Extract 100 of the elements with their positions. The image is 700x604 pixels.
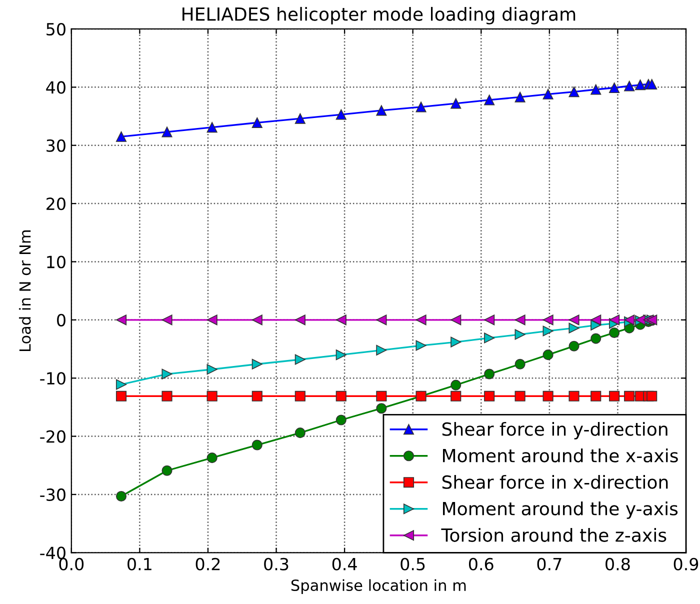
point bbox=[568, 322, 580, 334]
legend-label: Shear force in y-direction bbox=[442, 422, 668, 440]
point bbox=[568, 86, 580, 98]
x-tick-label: 0.9 bbox=[674, 558, 698, 570]
point bbox=[252, 390, 262, 402]
point bbox=[484, 390, 495, 402]
point bbox=[206, 364, 218, 375]
point bbox=[542, 314, 554, 326]
point bbox=[294, 314, 306, 326]
point bbox=[252, 358, 262, 370]
point bbox=[568, 390, 580, 402]
point bbox=[609, 82, 620, 94]
point bbox=[116, 390, 127, 402]
point bbox=[450, 336, 462, 348]
legend-label: Moment around the y-axis bbox=[443, 501, 678, 519]
point bbox=[206, 452, 218, 464]
point bbox=[294, 390, 306, 402]
x-tick-label: 0.3 bbox=[264, 558, 288, 570]
point bbox=[590, 390, 602, 402]
point bbox=[542, 350, 554, 360]
point bbox=[294, 354, 306, 365]
point bbox=[416, 102, 426, 112]
point bbox=[450, 390, 462, 402]
point bbox=[294, 428, 306, 438]
legend-label: Shear force in x-direction bbox=[442, 474, 668, 489]
point bbox=[590, 320, 602, 330]
point bbox=[376, 314, 387, 326]
point bbox=[206, 390, 218, 402]
y-tick-label: 0 bbox=[57, 314, 66, 326]
point bbox=[162, 390, 172, 402]
point bbox=[206, 314, 218, 326]
x-tick-label: 0.5 bbox=[400, 558, 425, 570]
point bbox=[376, 344, 387, 356]
point bbox=[336, 390, 346, 402]
point bbox=[450, 380, 462, 390]
point bbox=[162, 368, 172, 380]
point bbox=[542, 88, 554, 100]
y-tick-label: -10 bbox=[40, 372, 66, 385]
legend-label: Torsion around the z-axis bbox=[441, 528, 666, 542]
point bbox=[514, 314, 526, 326]
point bbox=[590, 314, 602, 326]
x-tick-label: 0.0 bbox=[59, 558, 84, 570]
point bbox=[484, 368, 495, 380]
point bbox=[624, 390, 635, 402]
point bbox=[514, 390, 526, 402]
point bbox=[336, 414, 346, 426]
point bbox=[609, 390, 620, 402]
point bbox=[514, 358, 526, 370]
point bbox=[416, 314, 426, 326]
x-tick-label: 0.8 bbox=[606, 558, 630, 570]
point bbox=[252, 440, 262, 450]
point bbox=[484, 94, 495, 106]
point bbox=[116, 379, 127, 390]
point bbox=[514, 92, 526, 102]
point bbox=[162, 465, 172, 476]
y-tick-label: -30 bbox=[40, 488, 66, 502]
point bbox=[116, 314, 127, 326]
point bbox=[376, 403, 387, 414]
point bbox=[336, 314, 346, 326]
x-tick-label: 0.4 bbox=[332, 558, 357, 570]
point bbox=[646, 390, 658, 402]
point bbox=[450, 98, 462, 109]
x-tick-label: 0.1 bbox=[128, 558, 152, 570]
point bbox=[484, 314, 495, 326]
point bbox=[206, 122, 218, 133]
point bbox=[542, 390, 554, 402]
y-tick-label: -20 bbox=[40, 430, 66, 443]
point bbox=[542, 326, 554, 336]
y-axis-title: Load in N or Nm bbox=[18, 230, 31, 352]
legend-label: Moment around the x-axis bbox=[443, 448, 678, 462]
point bbox=[568, 314, 580, 326]
y-tick-label: 30 bbox=[46, 139, 66, 152]
y-tick-label: 40 bbox=[46, 81, 66, 94]
point bbox=[609, 327, 620, 338]
x-tick-label: 0.2 bbox=[196, 558, 220, 570]
point bbox=[162, 126, 172, 138]
y-tick-label: 50 bbox=[46, 22, 66, 36]
x-tick-label: 0.7 bbox=[537, 558, 562, 570]
point bbox=[162, 314, 172, 326]
point bbox=[336, 350, 346, 360]
point bbox=[416, 340, 426, 351]
point bbox=[609, 314, 620, 326]
point bbox=[514, 329, 526, 340]
point bbox=[590, 333, 602, 344]
point bbox=[252, 314, 262, 326]
point bbox=[252, 117, 262, 128]
point bbox=[116, 131, 127, 142]
point bbox=[450, 314, 462, 326]
point bbox=[294, 113, 306, 124]
x-axis-title: Spanwise location in m bbox=[291, 579, 466, 594]
y-tick-label: -40 bbox=[40, 546, 66, 560]
x-tick-label: 0.6 bbox=[468, 558, 494, 570]
y-tick-label: 20 bbox=[46, 198, 66, 210]
point bbox=[590, 84, 602, 95]
point bbox=[376, 390, 387, 402]
point bbox=[646, 78, 658, 90]
point bbox=[116, 490, 127, 502]
point bbox=[484, 332, 495, 344]
point bbox=[336, 109, 346, 120]
point bbox=[376, 105, 387, 116]
